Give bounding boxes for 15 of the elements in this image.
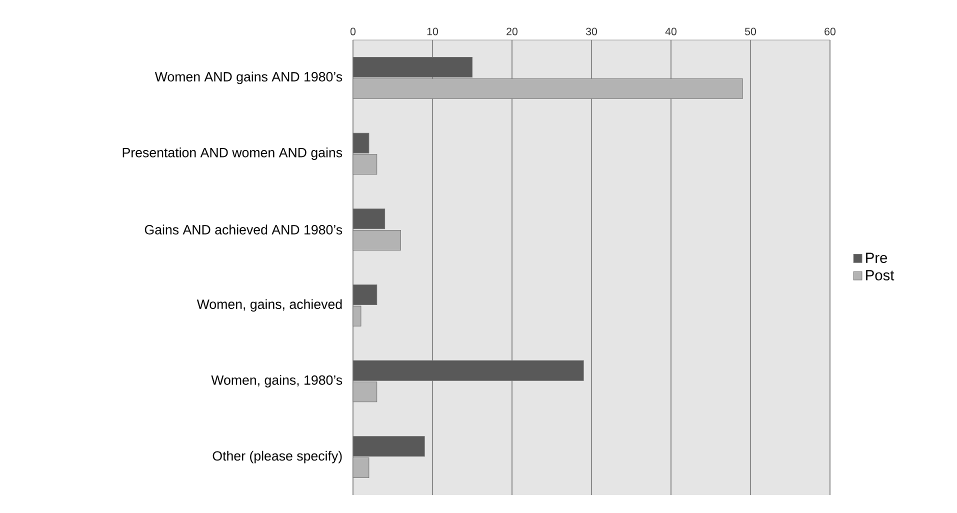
x-tick-label: 0 (350, 28, 356, 36)
legend-label: Pre (866, 252, 888, 263)
legend-label: Post (866, 270, 894, 280)
x-tick-label: 10 (427, 28, 438, 36)
y-tick-label: Women, gains, 1980’s (211, 375, 342, 388)
x-tick-label: 20 (506, 28, 518, 36)
y-tick-label: Women, gains, achieved (196, 299, 342, 312)
y-tick-label: Women AND gains AND 1980’s (154, 72, 342, 84)
y-tick-label: Other (please specify) (212, 450, 342, 464)
x-tick-label: 40 (665, 28, 677, 36)
x-tick-label: 30 (586, 28, 598, 36)
y-tick-label: Gains AND achieved AND 1980’s (144, 224, 342, 234)
x-tick-label: 60 (824, 28, 836, 36)
y-tick-label: Presentation AND women AND gains (122, 148, 342, 160)
x-tick-label: 50 (744, 28, 756, 36)
